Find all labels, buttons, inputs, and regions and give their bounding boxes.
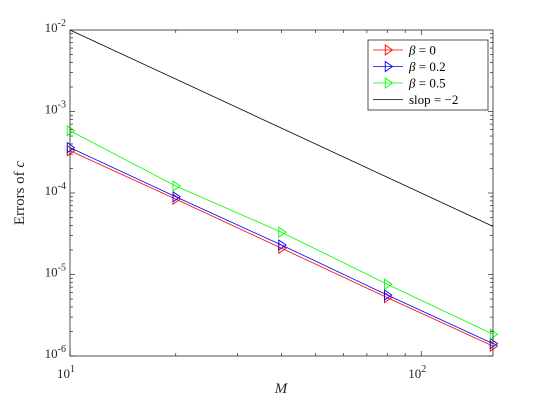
series-point bbox=[66, 124, 76, 137]
y-tick-base: 10 bbox=[45, 102, 58, 117]
y-tick-label: 10-5 bbox=[45, 263, 66, 280]
legend-text: = 0.5 bbox=[415, 76, 445, 91]
x-tick-exp: 1 bbox=[70, 364, 75, 375]
x-tick-base: 10 bbox=[57, 366, 70, 381]
x-axis-label: M bbox=[274, 381, 289, 397]
series-point bbox=[384, 278, 393, 291]
series-point bbox=[172, 190, 182, 203]
y-tick-base: 10 bbox=[45, 346, 58, 361]
y-tick-label: 10-3 bbox=[45, 100, 66, 117]
legend-symbol: β bbox=[408, 76, 416, 91]
x-tick-label: 102 bbox=[408, 364, 426, 381]
legend-box bbox=[367, 39, 489, 111]
legend-marker bbox=[384, 77, 394, 89]
legend-label: slop = −2 bbox=[409, 92, 458, 107]
y-tick-exp: -4 bbox=[58, 181, 66, 192]
series-2 bbox=[66, 124, 499, 341]
y-tick-exp: -3 bbox=[58, 100, 66, 111]
y-tick-exp: -6 bbox=[58, 344, 66, 355]
x-tick-exp: 2 bbox=[421, 364, 426, 375]
legend-text: = 0 bbox=[415, 43, 435, 58]
y-tick-label: 10-2 bbox=[45, 18, 66, 35]
legend-label: β = 0 bbox=[408, 43, 436, 58]
series-line bbox=[69, 147, 494, 344]
series-layer bbox=[66, 29, 499, 353]
y-tick-label: 10-4 bbox=[45, 181, 66, 198]
y-tick-base: 10 bbox=[45, 265, 58, 280]
series-line bbox=[69, 29, 494, 227]
legend-label: β = 0.2 bbox=[408, 59, 446, 74]
series-point bbox=[172, 180, 182, 192]
y-tick-exp: -2 bbox=[58, 18, 66, 29]
series-point bbox=[278, 239, 287, 251]
series-point bbox=[489, 328, 499, 341]
series-point bbox=[66, 141, 76, 154]
y-axis-label-var: c bbox=[12, 161, 28, 168]
legend-marker bbox=[384, 60, 394, 73]
legend-symbol: β bbox=[408, 59, 416, 74]
y-axis-label-prefix: Errors of bbox=[12, 168, 28, 225]
x-tick-base: 10 bbox=[408, 366, 421, 381]
y-tick-base: 10 bbox=[45, 20, 58, 35]
legend-label: β = 0.5 bbox=[408, 76, 446, 91]
legend-symbol: β bbox=[408, 43, 416, 58]
legend-text: = 0.2 bbox=[415, 59, 445, 74]
plot-frame bbox=[69, 29, 494, 357]
y-tick-base: 10 bbox=[45, 183, 58, 198]
series-point bbox=[489, 337, 499, 350]
legend-marker bbox=[384, 44, 394, 56]
x-tick-label: 101 bbox=[57, 364, 75, 381]
series-point bbox=[278, 226, 287, 239]
y-tick-exp: -5 bbox=[58, 263, 66, 274]
series-3 bbox=[69, 29, 494, 227]
y-axis-label: Errors of c bbox=[12, 161, 28, 225]
legend-text: slop = −2 bbox=[409, 92, 458, 107]
series-1 bbox=[66, 141, 499, 350]
series-line bbox=[69, 130, 494, 335]
y-tick-label: 10-6 bbox=[45, 344, 66, 361]
series-point bbox=[384, 289, 393, 301]
